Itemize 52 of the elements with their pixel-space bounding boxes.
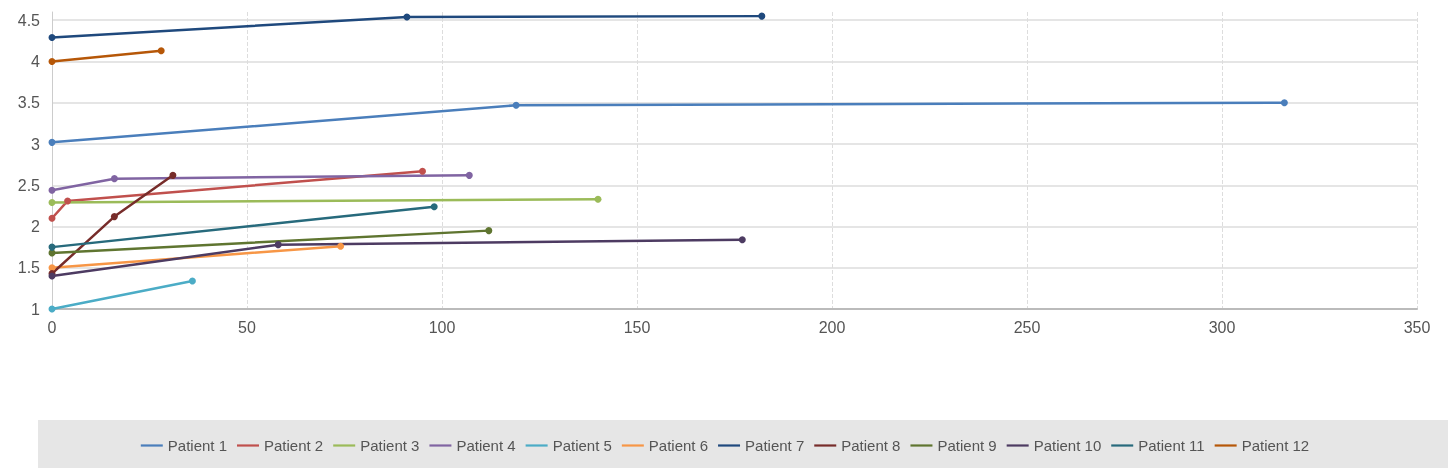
point: [758, 12, 766, 20]
legend-label: Patient 12: [1241, 437, 1310, 454]
y-tick-label: 1: [31, 300, 41, 318]
point: [48, 34, 56, 42]
point: [64, 197, 72, 205]
x-tick-label: 250: [1013, 318, 1041, 336]
legend-label: Patient 1: [167, 437, 228, 454]
point: [430, 203, 438, 211]
point: [169, 171, 177, 179]
y-tick-label: 4.5: [17, 11, 41, 29]
point: [48, 138, 56, 146]
point: [594, 195, 602, 203]
point: [419, 167, 426, 175]
legend-label: Patient 9: [937, 437, 997, 454]
x-tick-label: 150: [623, 318, 651, 336]
x-tick-label: 50: [238, 318, 256, 336]
point: [48, 199, 56, 207]
point: [403, 13, 411, 21]
y-tick-label: 3: [31, 135, 41, 153]
legend-label: Patient 4: [456, 437, 516, 454]
point: [110, 175, 118, 183]
point: [274, 241, 282, 249]
point: [188, 277, 196, 285]
x-tick-label: 200: [818, 318, 846, 336]
legend-label: Patient 3: [360, 437, 420, 454]
legend-label: Patient 8: [841, 437, 901, 454]
legend-label: Patient 2: [264, 437, 324, 454]
y-tick-label: 4: [31, 53, 41, 70]
x-tick-label: 0: [47, 318, 57, 336]
legend-label: Patient 11: [1138, 437, 1205, 454]
point: [48, 214, 56, 222]
x-tick-label: 100: [428, 318, 456, 336]
legend-label: Patient 10: [1033, 437, 1102, 454]
point: [485, 227, 493, 235]
point: [465, 171, 473, 179]
point: [157, 47, 165, 55]
x-tick-label: 350: [1403, 318, 1431, 336]
point: [1280, 99, 1288, 107]
legend-label: Patient 6: [648, 437, 709, 454]
x-tick-label: 300: [1208, 318, 1236, 336]
y-tick-label: 3.5: [17, 94, 41, 112]
point: [110, 213, 118, 221]
y-tick-label: 2: [31, 218, 41, 235]
legend-label: Patient 5: [552, 437, 612, 454]
y-tick-label: 1.5: [17, 259, 41, 277]
point: [337, 242, 345, 250]
y-tick-label: 2.5: [17, 176, 41, 194]
legend-label: Patient 7: [745, 437, 805, 454]
point: [512, 101, 520, 109]
point: [48, 186, 56, 194]
point: [48, 58, 56, 65]
point: [738, 236, 746, 244]
